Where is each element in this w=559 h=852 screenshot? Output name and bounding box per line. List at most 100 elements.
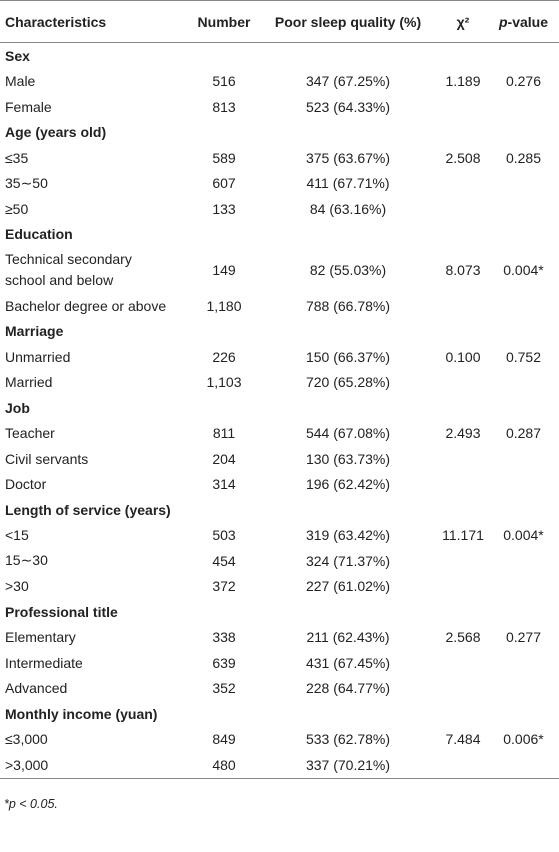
table-cell: 338: [190, 625, 258, 651]
table-cell: 2.568: [438, 625, 488, 651]
cell-text: 639: [212, 654, 236, 671]
data-row: Intermediate 639 431 (67.45%): [0, 650, 559, 676]
table-cell: Technical secondary school and below: [0, 247, 190, 293]
header-cell: χ²: [438, 0, 488, 43]
table-cell: 35∼50: [0, 171, 190, 197]
table-cell: 0.285: [488, 145, 559, 171]
empty-cell: [438, 196, 488, 222]
cell-text: Female: [5, 98, 52, 115]
empty-cell: [438, 293, 488, 319]
cell-text: 516: [212, 73, 236, 90]
data-row: <15 503 319 (63.42%) 11.171 0.004*: [0, 523, 559, 549]
table-cell: 226: [190, 344, 258, 370]
footnote: *p < 0.05.: [4, 796, 58, 811]
empty-cell: [438, 370, 488, 396]
empty-cell: [438, 650, 488, 676]
data-table: Characteristics Number Poor sleep qualit…: [0, 0, 559, 779]
cell-text: <15: [5, 527, 29, 544]
cell-text: Technical secondary school and below: [5, 251, 132, 288]
cell-text: 0.004*: [503, 527, 544, 544]
table-cell: 0.276: [488, 69, 559, 95]
data-row: Elementary 338 211 (62.43%) 2.568 0.277: [0, 625, 559, 651]
group-title: Age (years old): [5, 124, 107, 141]
table-cell: 133: [190, 196, 258, 222]
table-cell: 150 (66.37%): [258, 344, 438, 370]
cell-text: 352: [212, 680, 236, 697]
cell-text: 0.752: [505, 348, 542, 365]
data-row: Technical secondary school and below 149 8…: [0, 247, 559, 293]
group-row: Education: [0, 222, 559, 248]
cell-text: 607: [212, 175, 236, 192]
empty-cell: [438, 676, 488, 702]
cell-text: ≤3,000: [5, 731, 48, 748]
table-cell: 503: [190, 523, 258, 549]
table-cell: Teacher: [0, 421, 190, 447]
table-cell: Elementary: [0, 625, 190, 651]
cell-text: 0.004*: [503, 262, 544, 278]
table-cell: <15: [0, 523, 190, 549]
table-cell: 607: [190, 171, 258, 197]
header-cell: p-value: [488, 0, 559, 43]
table-cell: Civil servants: [0, 446, 190, 472]
group-title: Length of service (years): [5, 501, 171, 518]
data-row: Teacher 811 544 (67.08%) 2.493 0.287: [0, 421, 559, 447]
table-cell: 0.004*: [488, 247, 559, 293]
table-cell: 0.287: [488, 421, 559, 447]
cell-text: 196 (62.42%): [305, 476, 391, 493]
cell-text: 2.568: [445, 629, 481, 646]
cell-text: Advanced: [5, 680, 68, 697]
table-cell: >30: [0, 574, 190, 600]
cell-text: 337 (70.21%): [305, 756, 391, 773]
data-row: >3,000 480 337 (70.21%): [0, 752, 559, 778]
cell-text: 11.171: [442, 527, 484, 544]
empty-cell: [488, 548, 559, 574]
table-cell: 11.171: [438, 523, 488, 549]
cell-text: 347 (67.25%): [305, 73, 391, 90]
data-row: 35∼50 607 411 (67.71%): [0, 171, 559, 197]
data-row: Civil servants 204 130 (63.73%): [0, 446, 559, 472]
table-cell: ≤35: [0, 145, 190, 171]
table-cell: 196 (62.42%): [258, 472, 438, 498]
cell-text: 788 (66.78%): [305, 297, 391, 314]
empty-cell: [488, 574, 559, 600]
table-cell: 788 (66.78%): [258, 293, 438, 319]
cell-text: 720 (65.28%): [305, 374, 391, 391]
table-cell: 337 (70.21%): [258, 752, 438, 778]
empty-cell: [488, 650, 559, 676]
table-cell: 84 (63.16%): [258, 196, 438, 222]
table-cell: 372: [190, 574, 258, 600]
cell-text: 149: [212, 262, 236, 278]
group-title: Monthly income (yuan): [5, 705, 158, 722]
table-cell: 720 (65.28%): [258, 370, 438, 396]
cell-text: 150 (66.37%): [305, 348, 391, 365]
cell-text: Intermediate: [5, 654, 83, 671]
cell-text: 813: [212, 98, 236, 115]
header-cell: Poor sleep quality (%): [258, 0, 438, 43]
table-cell: ≤3,000: [0, 727, 190, 753]
empty-cell: [438, 446, 488, 472]
table-cell: 533 (62.78%): [258, 727, 438, 753]
cell-text: 319 (63.42%): [305, 527, 391, 544]
group-row: Sex: [0, 43, 559, 69]
table-cell: 228 (64.77%): [258, 676, 438, 702]
cell-text: 503: [212, 527, 236, 544]
header-row: Characteristics Number Poor sleep qualit…: [0, 0, 559, 43]
empty-cell: [488, 370, 559, 396]
table-cell: 347 (67.25%): [258, 69, 438, 95]
table-cell: 227 (61.02%): [258, 574, 438, 600]
data-row: Doctor 314 196 (62.42%): [0, 472, 559, 498]
cell-text: Civil servants: [5, 450, 89, 467]
table-cell: 523 (64.33%): [258, 94, 438, 120]
table-cell: Doctor: [0, 472, 190, 498]
cell-text: 35∼50: [5, 174, 48, 191]
empty-cell: [488, 472, 559, 498]
cell-text: 226: [212, 348, 236, 365]
cell-text: 431 (67.45%): [305, 654, 391, 671]
table-cell: 431 (67.45%): [258, 650, 438, 676]
data-row: Married 1,103 720 (65.28%): [0, 370, 559, 396]
data-row: ≤35 589 375 (63.67%) 2.508 0.285: [0, 145, 559, 171]
cell-text: 480: [212, 756, 236, 773]
cell-text: 8.073: [445, 262, 481, 278]
cell-text: 228 (64.77%): [305, 680, 391, 697]
